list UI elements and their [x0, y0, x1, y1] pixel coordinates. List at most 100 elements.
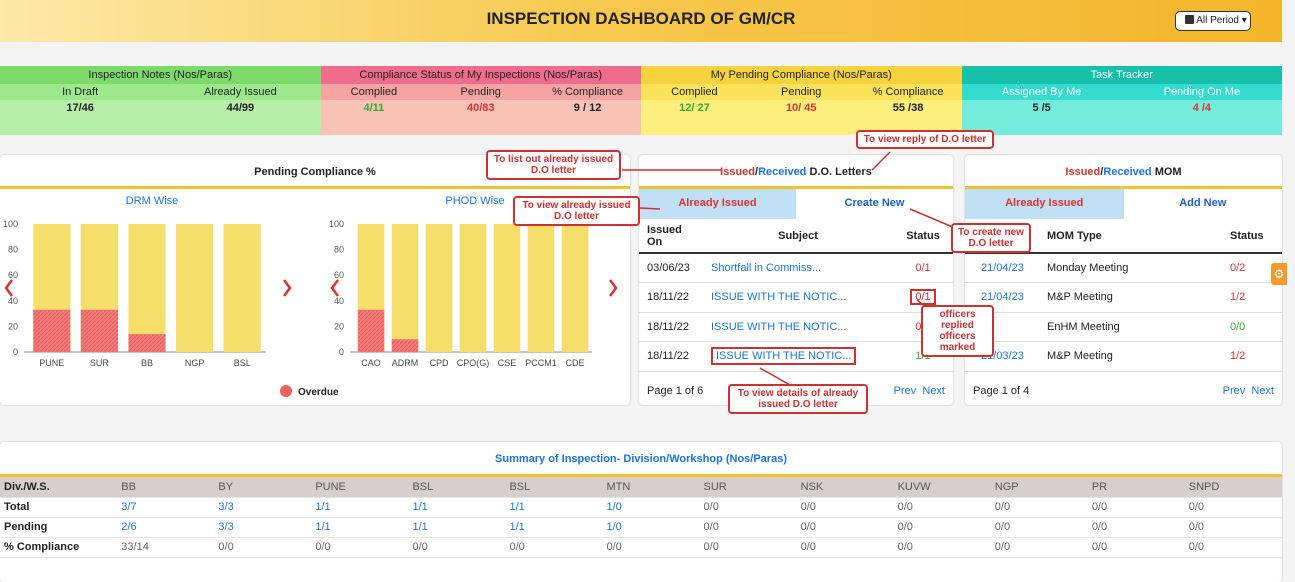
- bar[interactable]: [391, 224, 419, 352]
- settings-toggle[interactable]: ⚙: [1271, 263, 1287, 285]
- bar[interactable]: [223, 224, 261, 352]
- do-letters-panel: Issued/Received D.O. Letters Already Iss…: [639, 155, 953, 405]
- bar[interactable]: [425, 224, 453, 352]
- summary-cell: KUVW: [893, 477, 991, 498]
- summary-cell[interactable]: 1/1: [408, 517, 506, 538]
- next-button[interactable]: Next: [922, 385, 945, 397]
- period-dropdown[interactable]: All Period ▾: [1175, 11, 1251, 31]
- tab-already-issued[interactable]: Already Issued: [639, 189, 796, 219]
- y-tick-label: 100: [329, 219, 344, 229]
- bar[interactable]: [459, 224, 487, 352]
- card-value[interactable]: 40/83: [466, 102, 495, 114]
- col-issued-on: Issued On: [639, 219, 703, 254]
- row-status[interactable]: 1/2: [1222, 282, 1282, 313]
- bar[interactable]: [527, 224, 555, 352]
- title-issued-link[interactable]: Issued: [720, 166, 756, 178]
- x-tick-label: CPD: [429, 358, 449, 368]
- chevron-left-icon[interactable]: [330, 279, 339, 297]
- summary-cell[interactable]: 2/6: [117, 517, 215, 538]
- col-status: Status: [893, 219, 953, 254]
- card-value[interactable]: 10/ 45: [785, 102, 817, 114]
- summary-cell: 0/0: [1184, 537, 1282, 558]
- summary-cell: SUR: [699, 477, 797, 498]
- summary-cell[interactable]: 1/1: [311, 497, 409, 518]
- x-tick-label: CDE: [565, 358, 584, 368]
- card-value[interactable]: 44/99: [226, 102, 255, 114]
- card-value[interactable]: 12/ 27: [679, 102, 710, 114]
- row-status[interactable]: 0/1: [893, 253, 953, 283]
- prev-button[interactable]: Prev: [1222, 385, 1246, 397]
- summary-cell[interactable]: 1/0: [602, 497, 700, 518]
- tab-already-issued[interactable]: Already Issued: [965, 189, 1124, 219]
- y-tick-label: 20: [8, 321, 18, 331]
- row-date: 18/11/22: [639, 312, 703, 342]
- title-issued-link[interactable]: Issued: [1065, 166, 1101, 178]
- calendar-icon: [1185, 15, 1195, 24]
- overdue-bar[interactable]: [357, 309, 385, 352]
- bar[interactable]: [128, 224, 166, 352]
- row-date: 18/11/22: [639, 282, 703, 313]
- y-tick-label: 100: [3, 219, 18, 229]
- row-status[interactable]: 0/0: [1222, 312, 1282, 342]
- overdue-bar[interactable]: [80, 309, 118, 352]
- card-labels: Complied Pending % Compliance: [641, 84, 962, 100]
- col-subject: Subject: [703, 219, 893, 254]
- summary-table: Div./W.S. BB BY PUNE BSL BSL MTN SUR NSK KUVW NGP P…: [0, 477, 1282, 558]
- summary-cell[interactable]: 1/1: [311, 517, 409, 538]
- table-row: Pending 2/6 3/3 1/1 1/1 1/1 1/0 0/0 0/0 0/0 0/0 0/0…: [0, 517, 1282, 538]
- page-info: Page 1 of 6: [647, 385, 704, 397]
- summary-cell[interactable]: 3/7: [117, 497, 215, 518]
- y-tick-label: 40: [8, 296, 18, 306]
- card-label: % Compliance: [872, 86, 944, 98]
- next-button[interactable]: Next: [1251, 385, 1274, 397]
- tab-create-new[interactable]: Create New: [796, 189, 953, 219]
- row-date-link[interactable]: 21/04/23: [965, 253, 1039, 283]
- card-value[interactable]: 17/46: [66, 102, 94, 114]
- bar[interactable]: [176, 224, 214, 352]
- summary-panel: Summary of Inspection- Division/Workshop…: [0, 442, 1282, 582]
- bar[interactable]: [493, 224, 521, 352]
- row-subject-link[interactable]: ISSUE WITH THE NOTIC...: [711, 347, 857, 366]
- chart-title: DRM Wise: [126, 195, 179, 207]
- row-subject-link[interactable]: ISSUE WITH THE NOTIC...: [703, 282, 893, 313]
- summary-cell[interactable]: 1/1: [408, 497, 506, 518]
- y-tick-label: 0: [339, 347, 344, 357]
- summary-cell[interactable]: 3/3: [214, 497, 312, 518]
- summary-cell[interactable]: 3/3: [214, 517, 312, 538]
- title-received-link[interactable]: Received: [758, 166, 807, 178]
- summary-cell[interactable]: 1/1: [505, 497, 603, 518]
- card-value[interactable]: 5 /5: [1032, 102, 1051, 114]
- overdue-bar[interactable]: [33, 309, 71, 352]
- bar[interactable]: [561, 224, 589, 352]
- row-label: Div./W.S.: [0, 477, 118, 498]
- y-tick-label: 40: [334, 296, 344, 306]
- do-pager: Page 1 of 6 Prev Next: [647, 381, 945, 401]
- page-title: INSPECTION DASHBOARD OF GM/CR: [486, 9, 796, 28]
- chevron-right-icon[interactable]: [283, 279, 292, 297]
- row-subject-link[interactable]: Shortfall in Commiss...: [703, 253, 893, 283]
- row-status[interactable]: 0/1: [910, 289, 936, 306]
- chevron-left-icon[interactable]: [4, 279, 13, 297]
- tab-add-new[interactable]: Add New: [1123, 189, 1282, 219]
- row-subject-link[interactable]: ISSUE WITH THE NOTIC...: [703, 312, 893, 342]
- card-value[interactable]: 4 /4: [1192, 102, 1212, 114]
- summary-cell: SNPD: [1184, 477, 1282, 498]
- summary-cell[interactable]: 1/0: [602, 517, 700, 538]
- x-tick-label: BB: [141, 358, 153, 368]
- card-title: My Pending Compliance (Nos/Paras): [641, 66, 962, 84]
- card-label: Complied: [350, 86, 398, 98]
- overdue-bar[interactable]: [391, 339, 419, 352]
- col-status: Status: [1222, 219, 1282, 254]
- card-values: 4/11 40/83 9 / 12: [320, 100, 641, 135]
- overdue-bar[interactable]: [128, 334, 166, 352]
- prev-button[interactable]: Prev: [893, 385, 917, 397]
- title-received-link[interactable]: Received: [1103, 166, 1152, 178]
- summary-cell: 0/0: [1184, 497, 1282, 518]
- row-status[interactable]: 1/2: [1222, 341, 1282, 372]
- card-label: Assigned By Me: [1001, 86, 1082, 98]
- card-value[interactable]: 4/11: [363, 102, 385, 114]
- summary-cell: PR: [1087, 477, 1185, 498]
- chevron-right-icon[interactable]: [609, 279, 618, 297]
- card-label: Pending: [460, 86, 501, 98]
- summary-cell[interactable]: 1/1: [505, 517, 603, 538]
